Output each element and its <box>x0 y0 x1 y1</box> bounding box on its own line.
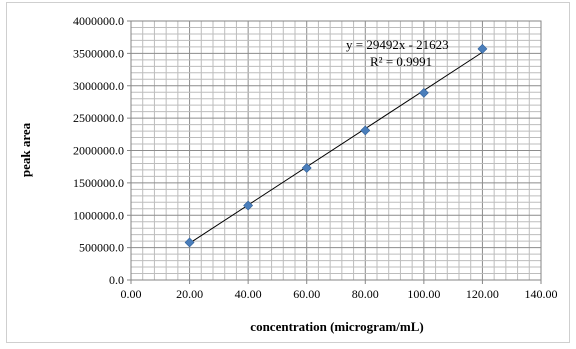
x-tick-label: 140.00 <box>525 287 558 301</box>
x-axis-ticks: 0.00 20.00 40.00 60.00 80.00 100.00 120.00 140.… <box>121 280 558 301</box>
x-tick-label: 80.00 <box>352 287 379 301</box>
y-axis-ticks: 0.0 500000.0 1000000.0 1500000.0 2000000.0 25… <box>73 14 131 287</box>
data-point <box>243 200 254 211</box>
equation-label: y = 29492x - 21623 <box>346 37 449 52</box>
chart-frame <box>6 2 570 343</box>
x-tick-label: 60.00 <box>293 287 320 301</box>
y-tick-label: 2500000.0 <box>73 111 124 125</box>
x-tick-label: 0.00 <box>121 287 142 301</box>
y-tick-label: 1500000.0 <box>73 176 124 190</box>
data-point <box>301 163 312 173</box>
r-squared-label: R² = 0.9991 <box>370 54 432 69</box>
y-tick-label: 1000000.0 <box>73 208 124 222</box>
x-tick-label: 120.00 <box>466 287 499 301</box>
data-point <box>360 125 371 136</box>
x-axis-title: concentration (microgram/mL) <box>250 319 423 334</box>
y-tick-label: 4000000.0 <box>73 14 124 28</box>
x-tick-label: 20.00 <box>176 287 203 301</box>
x-tick-label: 40.00 <box>235 287 262 301</box>
trendline <box>189 51 483 244</box>
y-axis-title: peak area <box>18 122 33 177</box>
data-point <box>184 237 195 248</box>
y-tick-label: 2000000.0 <box>73 144 124 158</box>
data-points <box>184 43 488 248</box>
data-point <box>477 43 488 54</box>
y-tick-label: 3500000.0 <box>73 46 124 60</box>
x-tick-label: 100.00 <box>407 287 440 301</box>
y-tick-label: 3000000.0 <box>73 79 124 93</box>
y-tick-label: 500000.0 <box>79 241 124 255</box>
data-point <box>418 87 429 98</box>
y-tick-label: 0.0 <box>109 273 124 287</box>
